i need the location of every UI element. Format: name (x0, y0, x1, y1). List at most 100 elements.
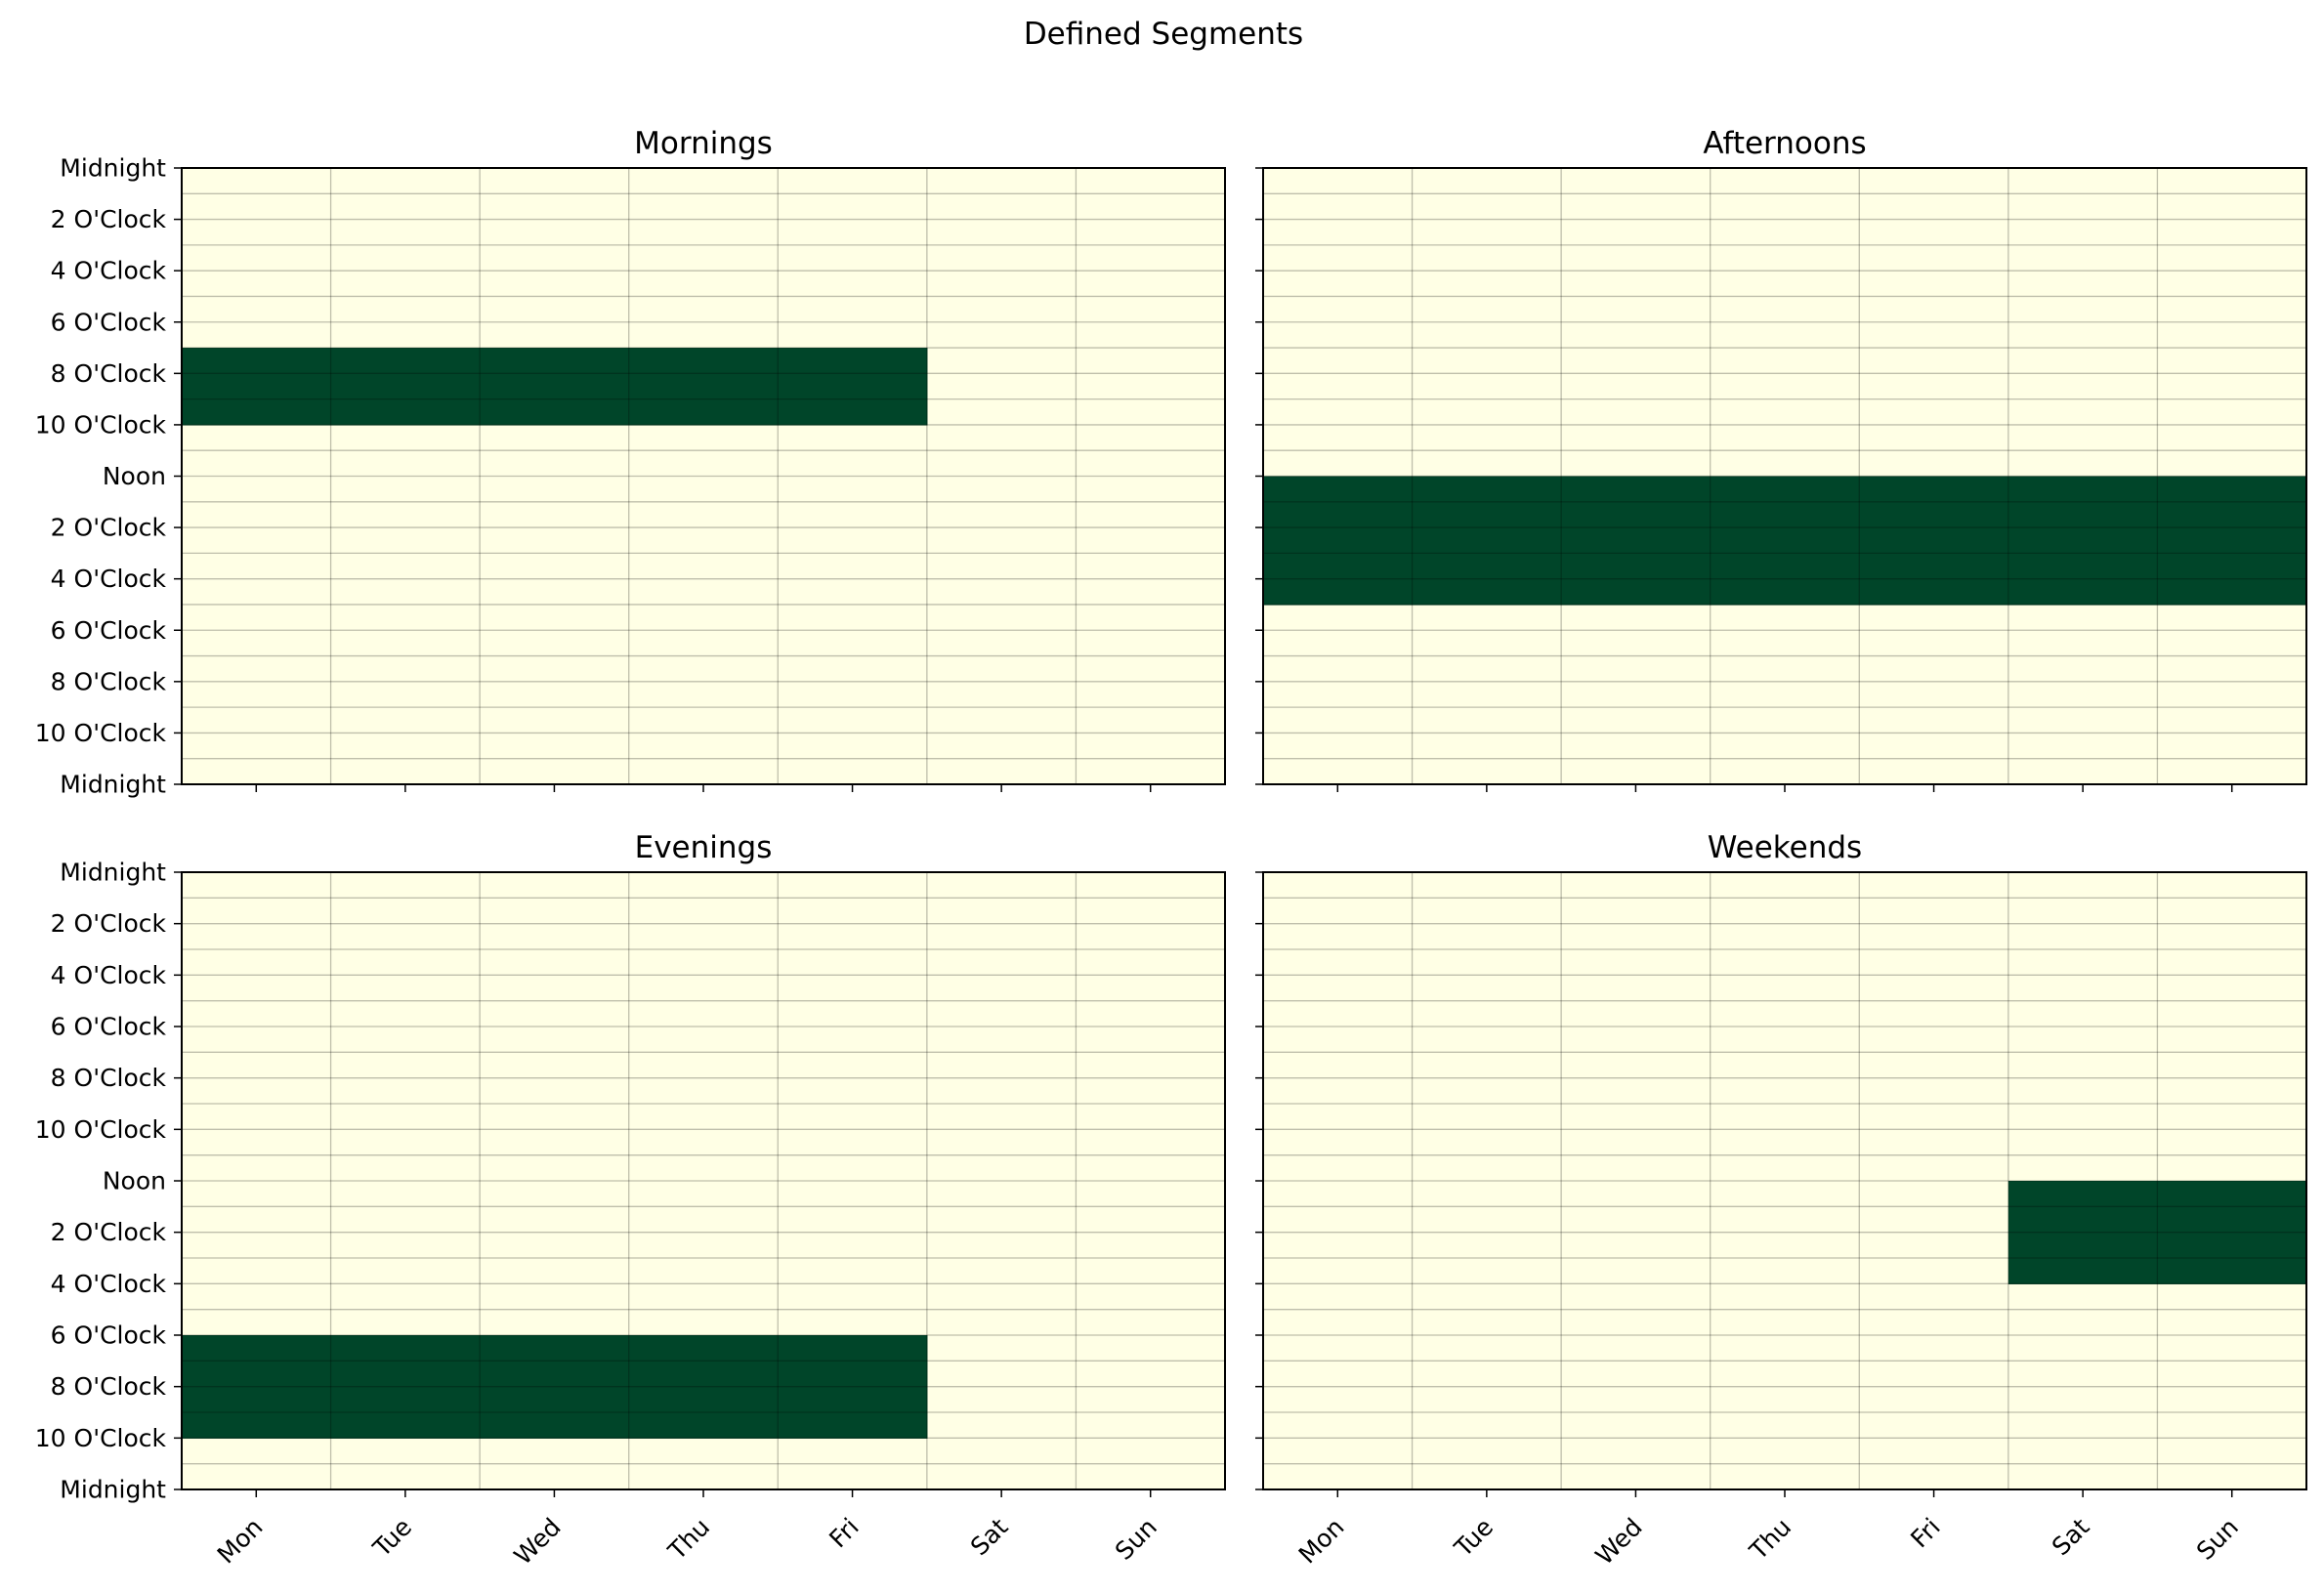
y-tick-label: 6 O'Clock (51, 1321, 167, 1350)
heatmap-cell-mon-19 (182, 1361, 332, 1388)
heatmap-cell-fri-14 (1859, 527, 2009, 554)
panel-title: Afternoons (1703, 126, 1866, 161)
heatmap-cell-fri-12 (1859, 476, 2009, 503)
heatmap-background (182, 168, 1225, 784)
heatmap-cell-thu-13 (1710, 501, 1860, 528)
heatmap-cell-sat-14 (2007, 527, 2159, 554)
y-tick-label: 4 O'Clock (51, 565, 167, 593)
heatmap-cell-thu-15 (1710, 553, 1860, 580)
x-tick-label: Fri (1905, 1513, 1946, 1554)
heatmap-cell-fri-16 (1859, 578, 2009, 606)
heatmap-cell-mon-12 (1263, 476, 1414, 503)
y-tick-label: 8 O'Clock (51, 1372, 167, 1401)
y-tick-label: 4 O'Clock (51, 257, 167, 285)
heatmap-cell-sat-12 (2007, 476, 2159, 503)
y-tick-label: Midnight (60, 1476, 166, 1504)
heatmap-cell-sat-15 (2007, 553, 2159, 580)
heatmap-cell-tue-14 (1412, 527, 1562, 554)
x-tick-label: Tue (367, 1513, 417, 1563)
heatmap-cell-wed-18 (480, 1335, 630, 1362)
heatmap-cell-tue-18 (330, 1335, 481, 1362)
x-tick-label: Tue (1449, 1513, 1499, 1563)
heatmap-cell-wed-14 (1561, 527, 1711, 554)
heatmap-cell-sun-16 (2157, 578, 2307, 606)
heatmap-cell-sat-13 (2007, 501, 2159, 528)
y-tick-label: 4 O'Clock (51, 1270, 167, 1298)
heatmap-cell-sun-14 (2157, 1232, 2307, 1259)
y-tick-label: 8 O'Clock (51, 667, 167, 695)
heatmap-cell-sat-14 (2007, 1232, 2159, 1259)
x-tick-label: Thu (662, 1513, 715, 1566)
x-tick-label: Sat (965, 1513, 1014, 1562)
heatmap-cell-wed-16 (1561, 578, 1711, 606)
heatmap-cell-thu-8 (628, 373, 779, 400)
heatmap-cell-wed-9 (480, 398, 630, 426)
y-tick-label: 2 O'Clock (51, 909, 167, 938)
heatmap-cell-fri-7 (778, 348, 928, 374)
heatmap-cell-sat-13 (2007, 1206, 2159, 1234)
heatmap-cell-wed-7 (480, 348, 630, 374)
x-tick-label: Mon (212, 1513, 269, 1570)
heatmap-cell-fri-15 (1859, 553, 2009, 580)
heatmap-cell-thu-7 (628, 348, 779, 374)
heatmap-cell-fri-13 (1859, 501, 2009, 528)
heatmap-cell-wed-20 (480, 1386, 630, 1413)
heatmap-cell-thu-16 (1710, 578, 1860, 606)
heatmap-cell-thu-20 (628, 1386, 779, 1413)
x-tick-label: Wed (1590, 1513, 1648, 1571)
heatmap-cell-thu-18 (628, 1335, 779, 1362)
x-tick-label: Sun (1110, 1513, 1162, 1566)
heatmap-cell-sat-15 (2007, 1258, 2159, 1284)
x-tick-label: Fri (824, 1513, 865, 1554)
heatmap-cell-wed-19 (480, 1361, 630, 1388)
heatmap-cell-wed-21 (480, 1412, 630, 1439)
y-tick-label: Noon (103, 1167, 166, 1195)
heatmap-cell-mon-7 (182, 348, 332, 374)
heatmap-cell-fri-20 (778, 1386, 928, 1413)
heatmap-cell-fri-18 (778, 1335, 928, 1362)
x-tick-label: Thu (1744, 1513, 1796, 1566)
heatmap-cell-wed-15 (1561, 553, 1711, 580)
heatmap-cell-thu-9 (628, 398, 779, 426)
y-tick-label: Midnight (60, 771, 166, 799)
heatmap-cell-tue-16 (1412, 578, 1562, 606)
y-tick-label: 10 O'Clock (35, 1115, 167, 1144)
heatmap-cell-mon-20 (182, 1386, 332, 1413)
y-tick-label: Midnight (60, 859, 166, 887)
y-tick-label: 2 O'Clock (51, 1218, 167, 1246)
heatmap-cell-sun-15 (2157, 1258, 2307, 1284)
y-tick-label: 6 O'Clock (51, 308, 167, 336)
heatmap-cell-thu-19 (628, 1361, 779, 1388)
heatmap-cell-thu-14 (1710, 527, 1860, 554)
y-tick-label: 10 O'Clock (35, 410, 167, 439)
panel-title: Mornings (634, 126, 773, 161)
heatmap-cell-wed-13 (1561, 501, 1711, 528)
heatmap-cell-fri-19 (778, 1361, 928, 1388)
panel-evenings: Evenings Midnight 2 O'Clock 4 O'Clock 6 O'Cl… (35, 830, 1226, 1571)
heatmap-cell-sat-12 (2007, 1181, 2159, 1207)
x-tick-label: Wed (509, 1513, 567, 1571)
heatmap-cell-mon-21 (182, 1412, 332, 1439)
heatmap-cell-wed-12 (1561, 476, 1711, 503)
heatmap-cell-sun-13 (2157, 501, 2307, 528)
heatmap-cell-mon-13 (1263, 501, 1414, 528)
panel-afternoons: Afternoons (1255, 126, 2307, 792)
heatmap-cell-mon-18 (182, 1335, 332, 1362)
heatmap-cell-mon-16 (1263, 578, 1414, 606)
heatmap-cell-mon-8 (182, 373, 332, 400)
panel-mornings: Mornings Midnight 2 O'Clock 4 O'Clock 6 O'Cl… (35, 126, 1226, 799)
heatmap-cell-tue-13 (1412, 501, 1562, 528)
x-tick-label: Sun (2191, 1513, 2244, 1566)
y-tick-label: 10 O'Clock (35, 719, 167, 747)
heatmap-cell-tue-20 (330, 1386, 481, 1413)
chart-title: Defined Segments (1024, 17, 1303, 52)
heatmap-cell-fri-8 (778, 373, 928, 400)
heatmap-cell-thu-21 (628, 1412, 779, 1439)
heatmap-cell-mon-14 (1263, 527, 1414, 554)
heatmap-cell-sun-12 (2157, 1181, 2307, 1207)
y-tick-label: Noon (103, 462, 166, 490)
heatmap-cell-sun-14 (2157, 527, 2307, 554)
y-tick-label: Midnight (60, 154, 166, 183)
panel-weekends: Weekends Mon Tue Wed Thu Fri Sat Sun (1255, 830, 2307, 1571)
